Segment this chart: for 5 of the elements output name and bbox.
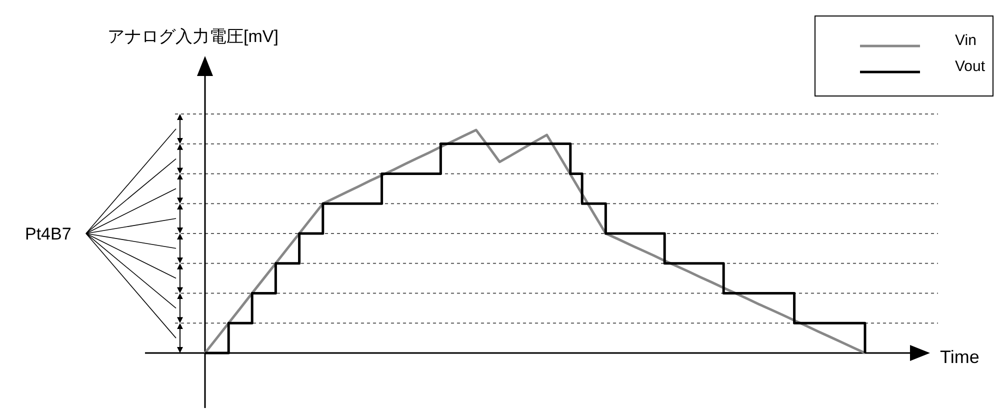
x-axis-title: Time	[940, 347, 980, 367]
y-axis-title: アナログ入力電圧[mV]	[108, 27, 278, 46]
legend-label: Vin	[955, 32, 976, 49]
legend-label: Vout	[955, 58, 986, 75]
text: Pt4B7	[25, 224, 72, 244]
